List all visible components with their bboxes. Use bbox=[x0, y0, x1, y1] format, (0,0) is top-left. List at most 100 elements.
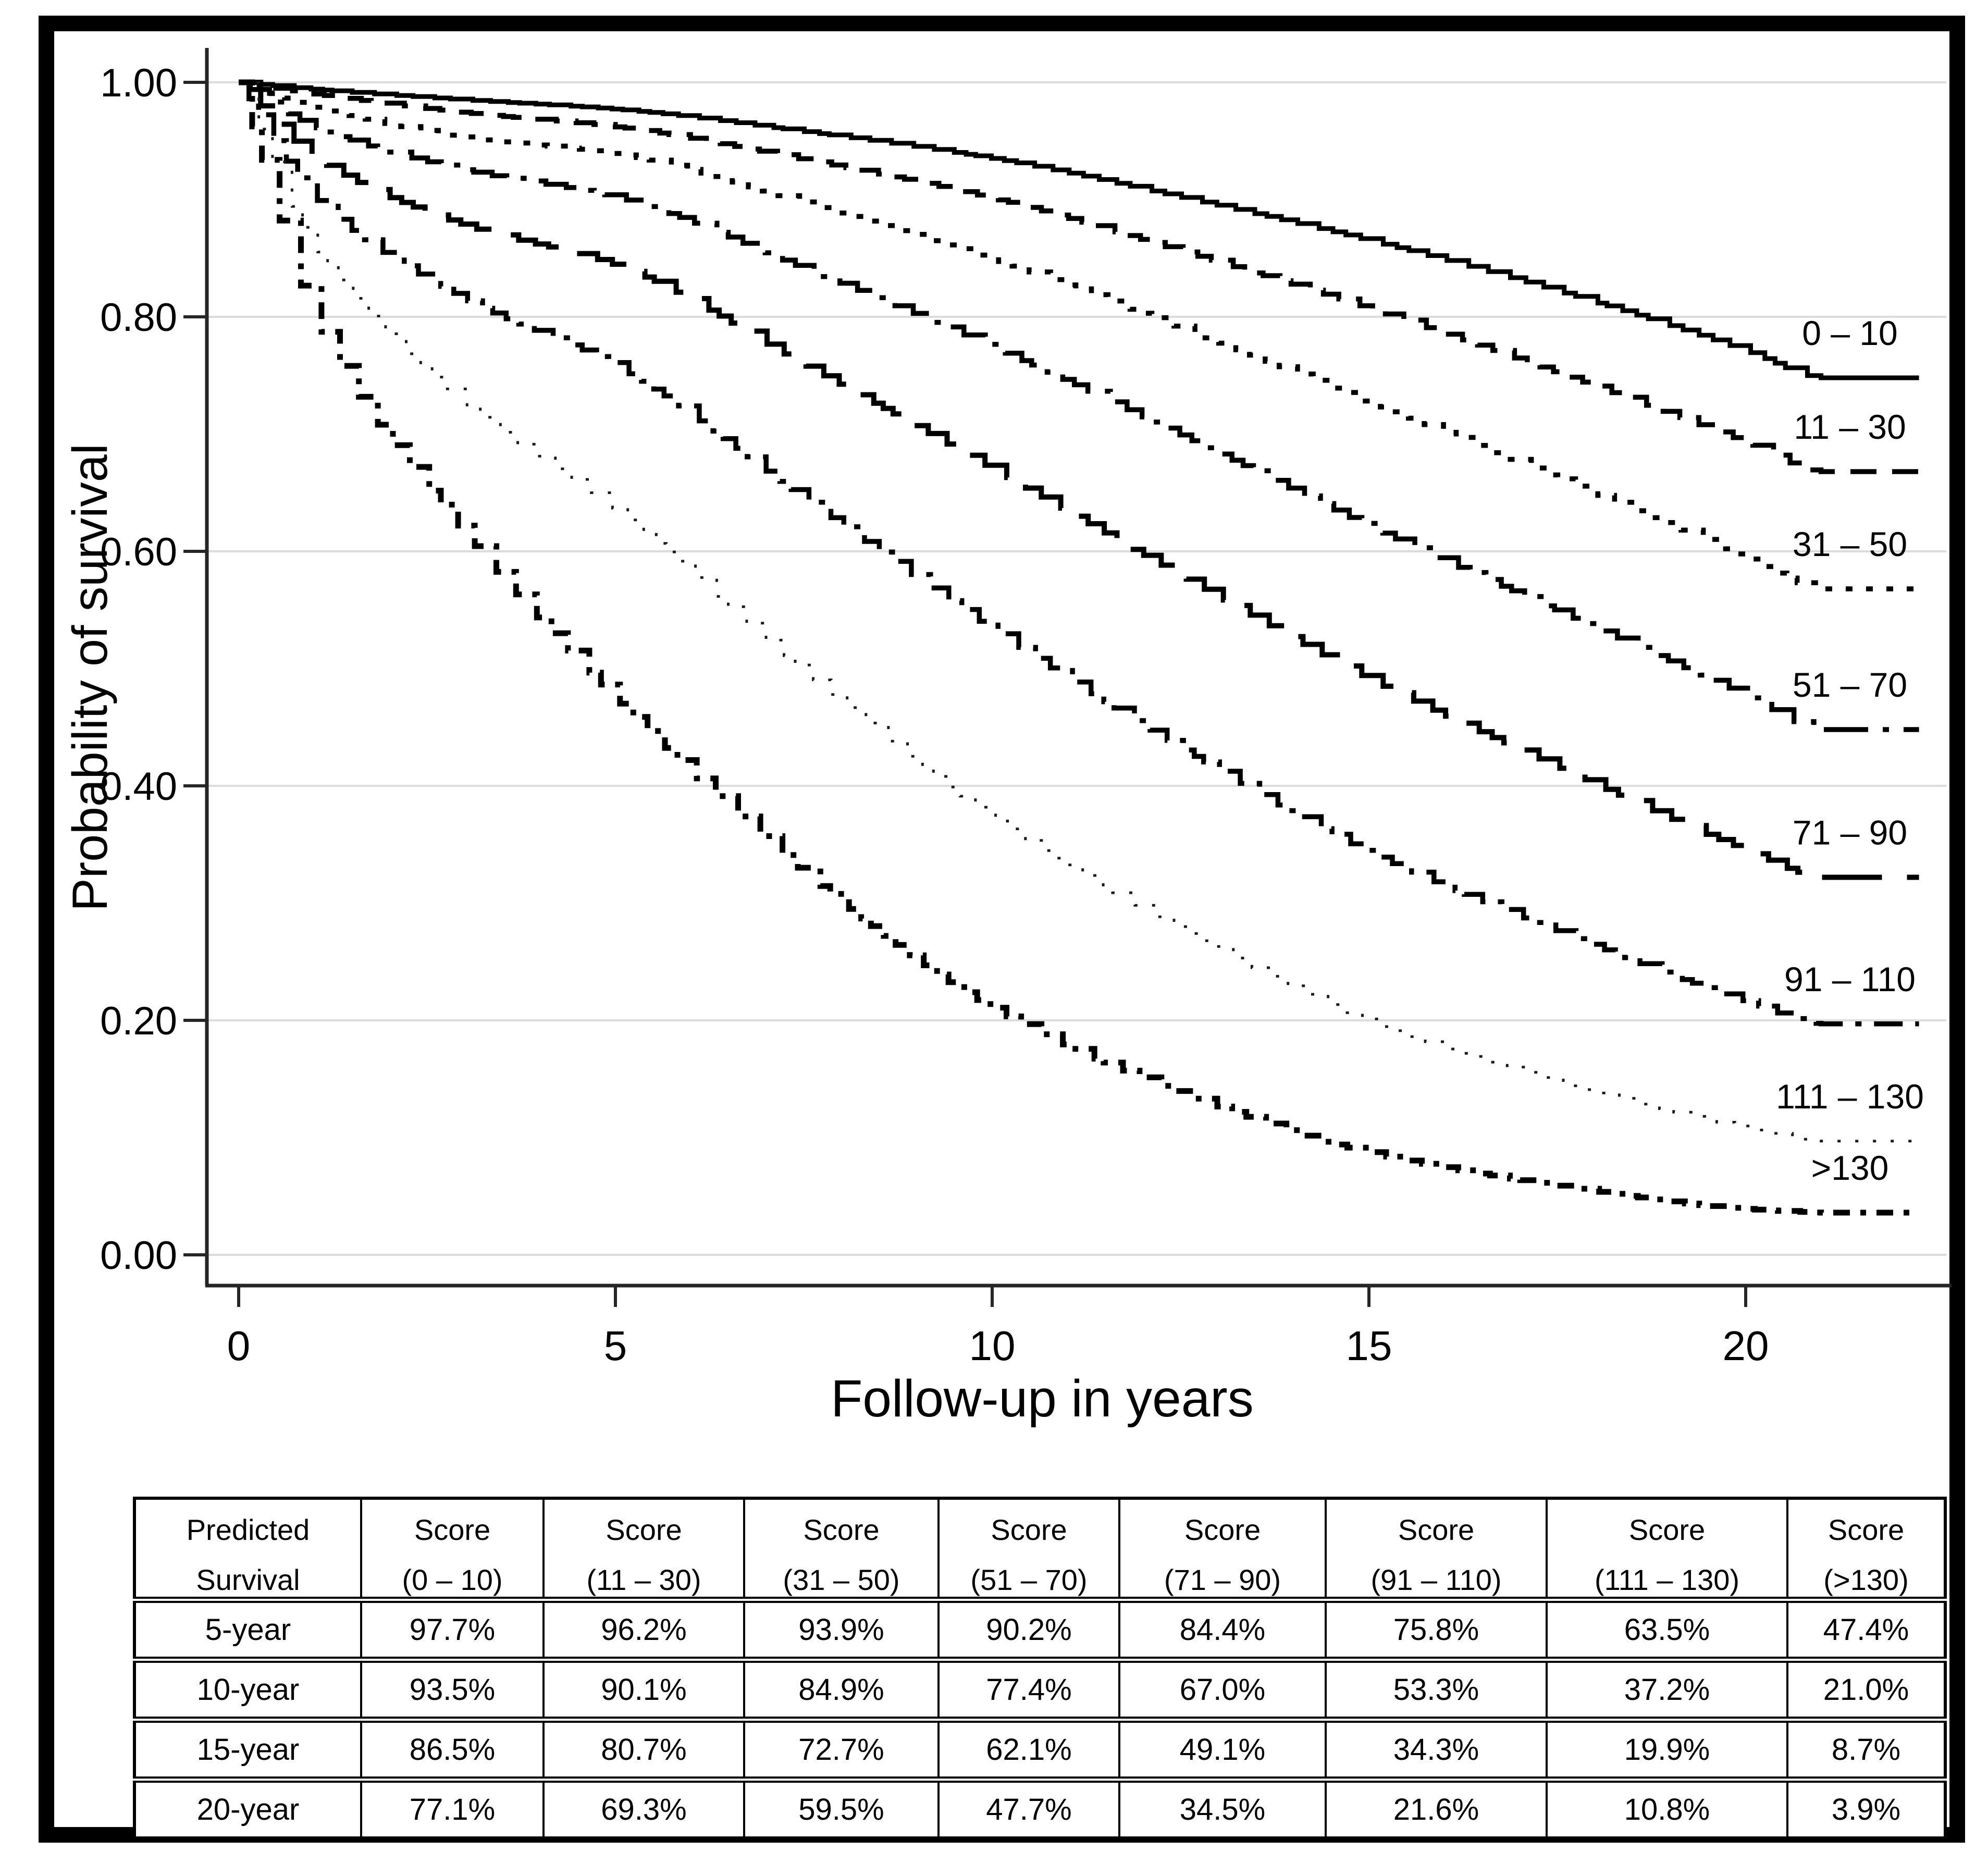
header-line1: Score bbox=[1398, 1513, 1475, 1546]
header-line2: (111 – 130) bbox=[1594, 1563, 1740, 1596]
table-row: 5-year 97.7% 96.2% 93.9% 90.2% 84.4% 75.8% 63.5… bbox=[133, 1600, 1946, 1660]
table-cell: 80.7% bbox=[542, 1717, 745, 1780]
table-cell: 75.8% bbox=[1325, 1600, 1548, 1660]
x-axis-title: Follow-up in years bbox=[831, 1369, 1253, 1428]
table-cell: 86.5% bbox=[360, 1717, 545, 1780]
table-cell: 69.3% bbox=[542, 1776, 745, 1838]
table-cell: 49.1% bbox=[1118, 1717, 1327, 1780]
table-row: 15-year 86.5% 80.7% 72.7% 62.1% 49.1% 34.3% 19.… bbox=[133, 1717, 1946, 1780]
header-line1: Score bbox=[803, 1513, 880, 1546]
table-body: 5-year 97.7% 96.2% 93.9% 90.2% 84.4% 75.8% 63.5… bbox=[133, 1600, 1946, 1838]
header-line2: (91 – 110) bbox=[1370, 1563, 1502, 1596]
row-label: 10-year bbox=[133, 1657, 362, 1720]
header-cell-score: Score (91 – 110) bbox=[1325, 1498, 1548, 1603]
header-cell-score: Score (111 – 130) bbox=[1546, 1498, 1788, 1603]
table-cell: 8.7% bbox=[1786, 1717, 1946, 1780]
header-cell-score: Score (31 – 50) bbox=[743, 1498, 940, 1603]
table-cell: 47.4% bbox=[1786, 1600, 1946, 1660]
survival-chart: 1.00 0.80 0.60 0.40 0.20 0.00 0 5 10 15 20 Follow-u… bbox=[63, 48, 1952, 1428]
table-header: Predicted Survival Score (0 – 10) Score (11 –… bbox=[133, 1498, 1946, 1603]
y-tick-label: 0.20 bbox=[100, 999, 177, 1043]
y-axis-title: Probability of survival bbox=[63, 443, 118, 911]
header-line2: (>130) bbox=[1823, 1563, 1909, 1596]
curve-label-0-10: 0 – 10 bbox=[1802, 314, 1898, 352]
header-cell-score: Score (>130) bbox=[1786, 1498, 1946, 1603]
header-line2: Survival bbox=[196, 1563, 300, 1596]
header-line1: Score bbox=[1828, 1513, 1905, 1546]
curve-0-10 bbox=[239, 80, 1919, 380]
table-cell: 34.5% bbox=[1118, 1776, 1327, 1838]
header-cell-score: Score (51 – 70) bbox=[937, 1498, 1120, 1603]
y-tick-label: 0.40 bbox=[100, 764, 177, 809]
curve-111-130 bbox=[239, 81, 1919, 1143]
table-row: 10-year 93.5% 90.1% 84.9% 77.4% 67.0% 53.3% 37.… bbox=[133, 1657, 1946, 1720]
table-cell: 47.7% bbox=[937, 1776, 1120, 1838]
table-cell: 93.5% bbox=[360, 1657, 545, 1720]
predicted-survival-table: Predicted Survival Score (0 – 10) Score (11 –… bbox=[133, 1497, 1947, 1840]
curve-11-30 bbox=[239, 80, 1919, 474]
table-cell: 96.2% bbox=[542, 1600, 745, 1660]
table-cell: 53.3% bbox=[1325, 1657, 1548, 1720]
table-cell: 90.1% bbox=[542, 1657, 745, 1720]
table-cell: 77.1% bbox=[360, 1776, 545, 1838]
table-cell: 84.4% bbox=[1118, 1600, 1327, 1660]
table-cell: 21.6% bbox=[1325, 1776, 1548, 1838]
row-label: 20-year bbox=[133, 1776, 362, 1838]
curve-label-11-30: 11 – 30 bbox=[1794, 408, 1906, 446]
row-label: 5-year bbox=[133, 1600, 362, 1660]
curve-label-31-50: 31 – 50 bbox=[1793, 525, 1907, 563]
y-tick-label: 0.80 bbox=[100, 295, 177, 340]
header-line2: (0 – 10) bbox=[402, 1563, 503, 1596]
header-line2: (71 – 90) bbox=[1164, 1563, 1281, 1596]
curve-label-111-130: 111 – 130 bbox=[1776, 1077, 1924, 1116]
curve-130 bbox=[239, 79, 1919, 1216]
table-cell: 34.3% bbox=[1325, 1717, 1548, 1780]
y-tick-label: 0.00 bbox=[100, 1233, 177, 1278]
table-cell: 67.0% bbox=[1118, 1657, 1327, 1720]
curve-label-91-110: 91 – 110 bbox=[1784, 960, 1916, 998]
y-tick-label: 0.60 bbox=[100, 530, 177, 574]
table-cell: 37.2% bbox=[1546, 1657, 1788, 1720]
curve-label-130: >130 bbox=[1811, 1149, 1889, 1187]
header-line1: Score bbox=[1184, 1513, 1261, 1546]
header-cell-score: Score (11 – 30) bbox=[542, 1498, 745, 1603]
header-line1: Score bbox=[606, 1513, 682, 1546]
curve-91-110 bbox=[239, 80, 1919, 1027]
table-cell: 10.8% bbox=[1546, 1776, 1788, 1838]
header-line1: Score bbox=[414, 1513, 491, 1546]
y-tick-label: 1.00 bbox=[100, 61, 177, 105]
header-line1: Predicted bbox=[186, 1513, 310, 1546]
row-label: 15-year bbox=[133, 1717, 362, 1780]
header-cell-predicted-survival: Predicted Survival bbox=[133, 1498, 362, 1603]
header-line2: (31 – 50) bbox=[783, 1563, 900, 1596]
table-cell: 72.7% bbox=[743, 1717, 940, 1780]
curve-31-50 bbox=[239, 80, 1919, 591]
curve-label-71-90: 71 – 90 bbox=[1793, 813, 1907, 852]
table-row: 20-year 77.1% 69.3% 59.5% 47.7% 34.5% 21.6% 10.… bbox=[133, 1776, 1946, 1838]
table-cell: 93.9% bbox=[743, 1600, 940, 1660]
x-tick-label: 20 bbox=[1723, 1323, 1769, 1369]
table-cell: 59.5% bbox=[743, 1776, 940, 1838]
header-line2: (51 – 70) bbox=[970, 1563, 1088, 1596]
header-line2: (11 – 30) bbox=[586, 1563, 701, 1596]
table-cell: 19.9% bbox=[1546, 1717, 1788, 1780]
x-tick-label: 10 bbox=[969, 1323, 1016, 1369]
table-header-row: Predicted Survival Score (0 – 10) Score (11 –… bbox=[133, 1498, 1946, 1603]
table-cell: 77.4% bbox=[937, 1657, 1120, 1720]
header-line1: Score bbox=[991, 1513, 1067, 1546]
table-cell: 90.2% bbox=[937, 1600, 1120, 1660]
table-cell: 63.5% bbox=[1546, 1600, 1788, 1660]
x-tick-label: 5 bbox=[604, 1323, 627, 1369]
curve-71-90 bbox=[239, 80, 1919, 880]
curve-51-70 bbox=[239, 80, 1919, 732]
table-cell: 84.9% bbox=[743, 1657, 940, 1720]
header-cell-score: Score (0 – 10) bbox=[360, 1498, 545, 1603]
table-cell: 97.7% bbox=[360, 1600, 545, 1660]
header-cell-score: Score (71 – 90) bbox=[1118, 1498, 1327, 1603]
curve-label-51-70: 51 – 70 bbox=[1793, 665, 1907, 704]
x-tick-label: 0 bbox=[227, 1323, 251, 1369]
table-cell: 62.1% bbox=[937, 1717, 1120, 1780]
header-line1: Score bbox=[1628, 1513, 1706, 1546]
table-cell: 21.0% bbox=[1786, 1657, 1946, 1720]
